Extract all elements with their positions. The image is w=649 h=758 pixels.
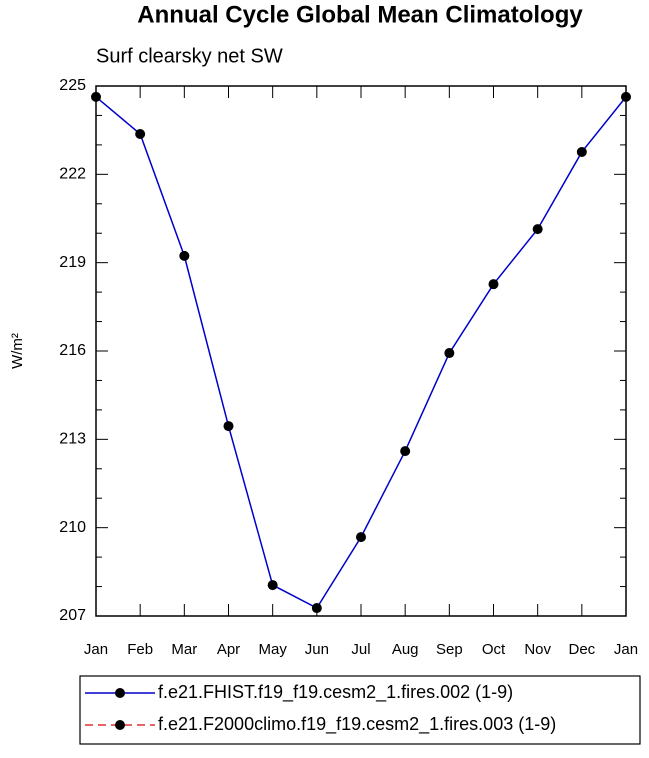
y-tick-label: 222	[59, 166, 86, 183]
x-tick-label: Feb	[127, 641, 153, 658]
point	[532, 224, 543, 235]
x-tick-label: Nov	[524, 641, 551, 658]
x-tick-label: Jan	[614, 641, 638, 658]
y-tick-label: 210	[59, 519, 86, 536]
chart-title: Annual Cycle Global Mean Climatology	[137, 1, 583, 28]
x-tick-label: Dec	[568, 641, 595, 658]
legend-marker	[115, 720, 125, 730]
point	[179, 250, 190, 261]
legend-label: f.e21.F2000climo.f19_f19.cesm2_1.fires.0…	[158, 714, 556, 735]
y-axis-label: W/m²	[9, 333, 26, 369]
x-tick-label: May	[258, 641, 287, 658]
chart-subtitle: Surf clearsky net SW	[96, 45, 283, 67]
series-line	[95, 96, 627, 610]
x-tick-label: Apr	[217, 641, 240, 658]
x-tick-label: Jun	[305, 641, 329, 658]
legend-label: f.e21.FHIST.f19_f19.cesm2_1.fires.002 (1…	[158, 682, 513, 703]
point	[576, 146, 587, 157]
y-tick-label: 213	[59, 431, 86, 448]
legend-marker	[115, 688, 125, 698]
y-tick-label: 225	[59, 77, 86, 94]
y-tick-label: 216	[59, 342, 86, 359]
legend-box	[79, 675, 641, 745]
point	[356, 532, 366, 543]
x-tick-label: Jul	[351, 641, 370, 658]
x-tick-label: Aug	[392, 641, 419, 658]
point	[444, 348, 455, 359]
point	[311, 603, 322, 614]
x-tick-label: Sep	[436, 641, 463, 658]
x-tick-label: Mar	[171, 641, 197, 658]
point	[223, 421, 234, 432]
point	[135, 128, 146, 139]
x-tick-label: Oct	[482, 641, 506, 658]
y-tick-label: 219	[59, 254, 86, 271]
point	[91, 91, 101, 102]
point	[621, 91, 631, 102]
point	[488, 279, 499, 290]
point	[400, 446, 411, 457]
y-tick-label: 207	[59, 607, 86, 624]
x-tick-label: Jan	[84, 641, 108, 658]
point	[267, 580, 278, 591]
